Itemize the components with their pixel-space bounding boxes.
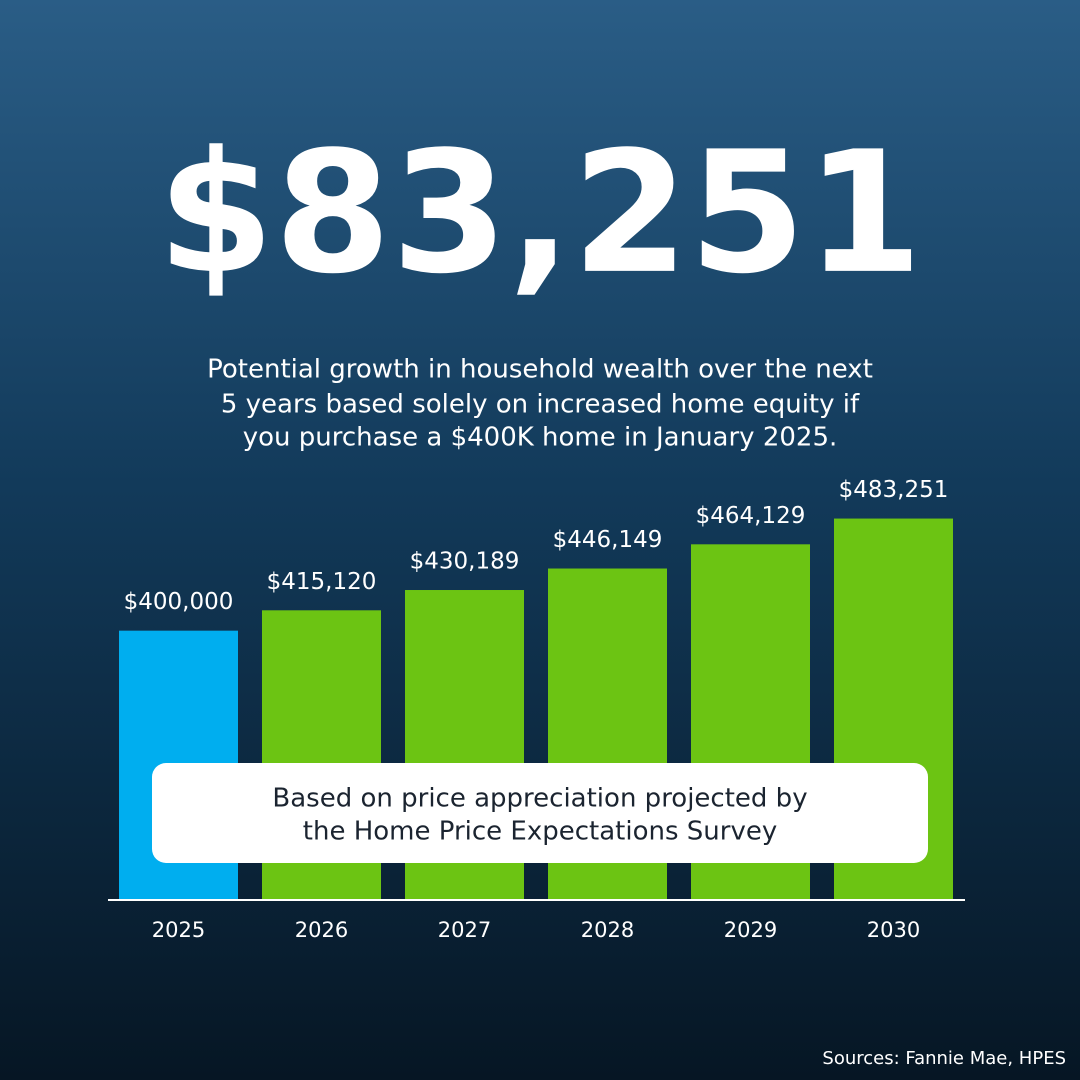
value-label: $483,251 [839, 477, 949, 503]
headline: $83,251 [157, 115, 922, 311]
x-tick-label: 2028 [581, 918, 634, 942]
value-label: $446,149 [553, 527, 663, 553]
x-tick-label: 2029 [724, 918, 777, 942]
x-tick-label: 2026 [295, 918, 348, 942]
subtitle-line: Potential growth in household wealth ove… [207, 355, 873, 385]
source: Sources: Fannie Mae, HPES [822, 1048, 1066, 1069]
value-label: $430,189 [410, 549, 520, 575]
x-tick-label: 2025 [152, 918, 205, 942]
x-tick-label: 2027 [438, 918, 491, 942]
x-tick-label: 2030 [867, 918, 920, 942]
annotation-box [152, 763, 928, 863]
value-label: $415,120 [267, 569, 377, 595]
subtitle-line: 5 years based solely on increased home e… [221, 390, 860, 420]
subtitle-line: you purchase a $400K home in January 202… [243, 423, 838, 453]
annotation-line: the Home Price Expectations Survey [303, 817, 777, 847]
annotation-line: Based on price appreciation projected by [272, 784, 807, 814]
value-label: $400,000 [124, 589, 234, 615]
value-label: $464,129 [696, 503, 806, 529]
